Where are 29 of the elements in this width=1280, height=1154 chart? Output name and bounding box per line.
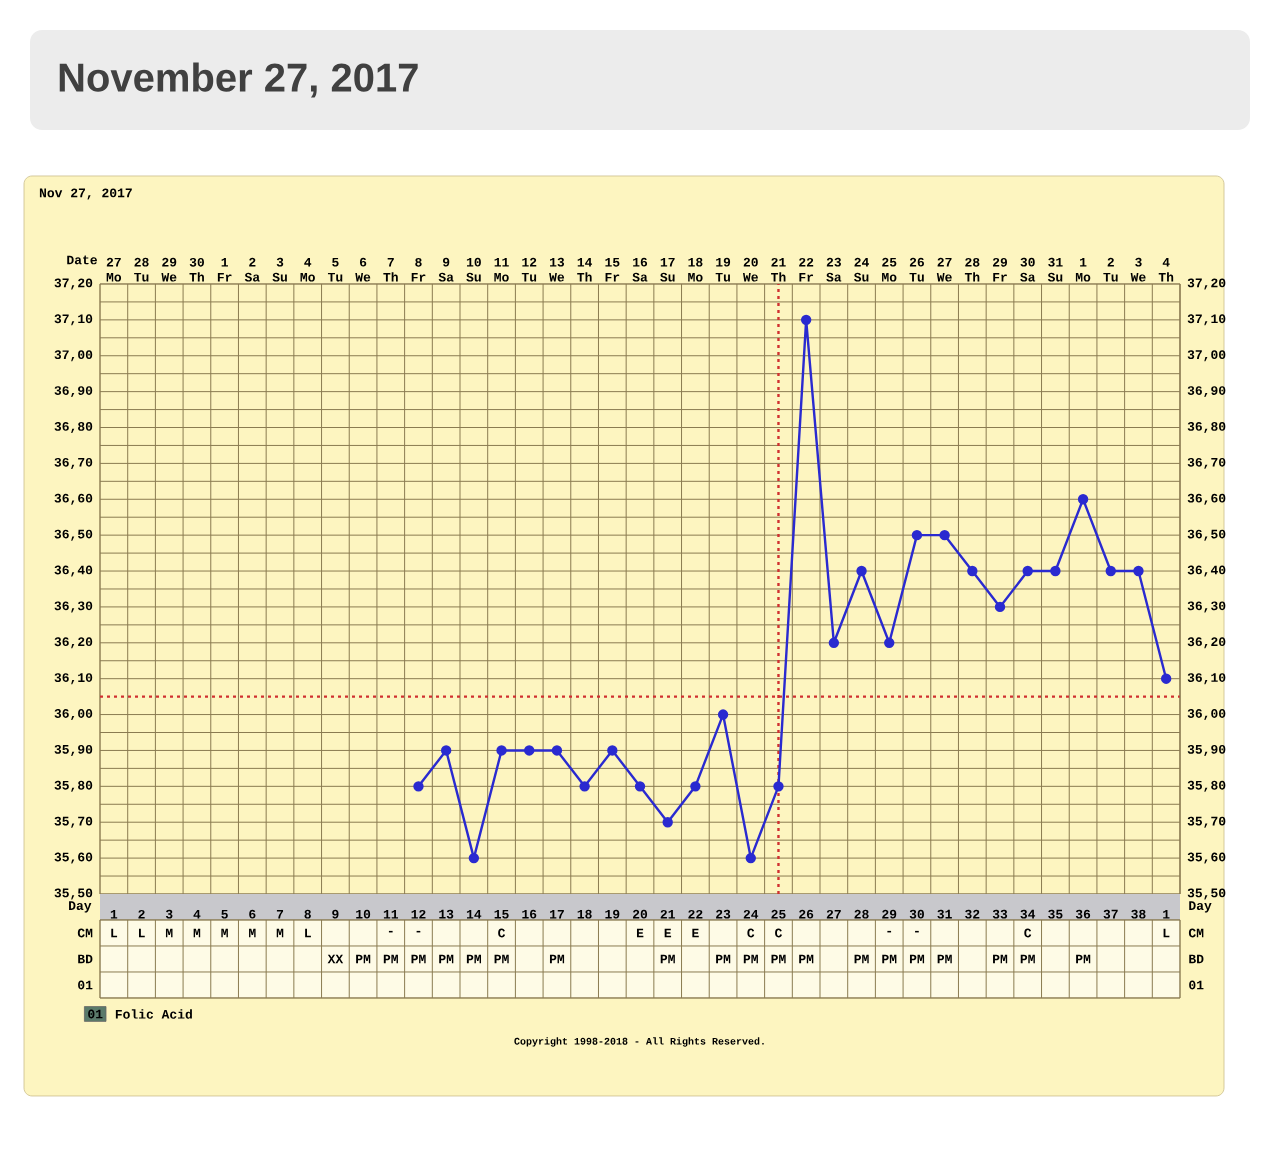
point	[800, 314, 812, 326]
point	[440, 745, 452, 756]
point	[1105, 565, 1116, 577]
point	[1077, 494, 1089, 505]
point	[1022, 565, 1033, 577]
point	[607, 745, 618, 756]
point	[939, 529, 950, 541]
point	[1050, 565, 1061, 577]
point	[773, 781, 784, 792]
point	[884, 637, 895, 648]
point	[468, 852, 480, 864]
point	[496, 745, 507, 756]
point	[634, 781, 646, 792]
point	[690, 781, 701, 792]
point	[551, 745, 563, 756]
point	[856, 565, 867, 577]
point	[911, 529, 923, 541]
point	[967, 565, 978, 577]
point	[828, 637, 840, 648]
point	[413, 781, 424, 792]
point	[1160, 673, 1172, 684]
chart-title: November 27, 2017	[59, 62, 418, 98]
point	[579, 781, 590, 792]
point	[662, 817, 673, 828]
point	[745, 852, 756, 864]
point	[717, 709, 729, 720]
point	[524, 745, 535, 756]
point	[1133, 565, 1144, 577]
point	[994, 601, 1006, 613]
